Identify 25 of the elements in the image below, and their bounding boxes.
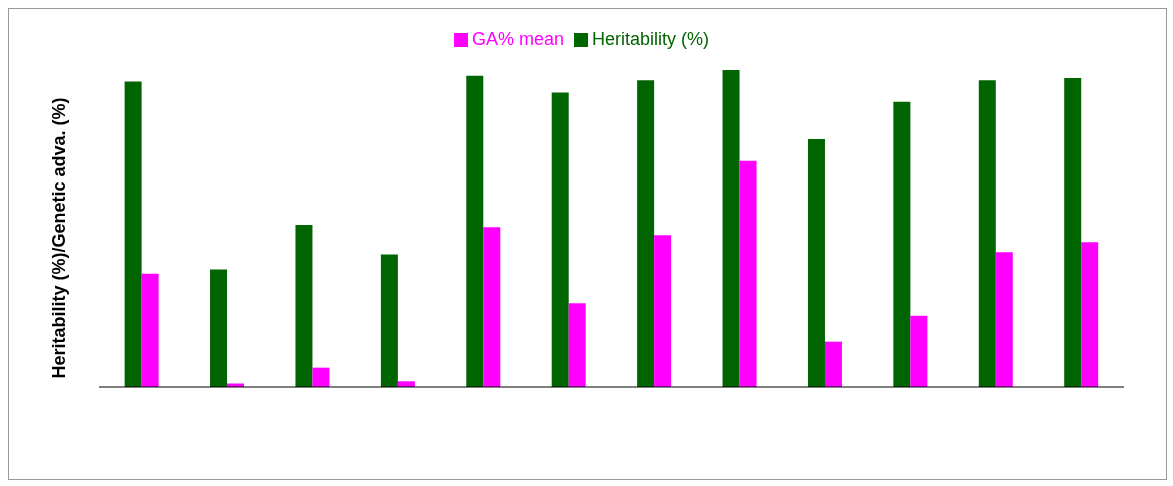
bar xyxy=(124,81,142,387)
bar xyxy=(483,227,501,387)
bar xyxy=(978,80,996,387)
bar xyxy=(995,252,1013,387)
bar xyxy=(295,225,313,387)
bar xyxy=(551,92,569,387)
bar xyxy=(722,70,740,387)
legend-label: GA% mean xyxy=(471,29,564,49)
bar xyxy=(141,273,159,387)
bar xyxy=(1081,242,1099,387)
bar xyxy=(1064,77,1082,387)
bar xyxy=(568,303,586,387)
y-axis-title: Heritability (%)/Genetic adva. (%) xyxy=(49,97,70,379)
bar xyxy=(312,367,330,387)
bar xyxy=(466,75,484,387)
bar xyxy=(637,80,655,387)
legend-label: Heritability (%) xyxy=(592,29,710,49)
bar xyxy=(893,101,911,387)
bar xyxy=(910,315,928,387)
bar xyxy=(739,160,757,387)
bar xyxy=(824,341,842,387)
bar xyxy=(210,269,228,387)
bar xyxy=(380,254,398,387)
bar xyxy=(654,235,672,387)
bar xyxy=(807,139,825,387)
